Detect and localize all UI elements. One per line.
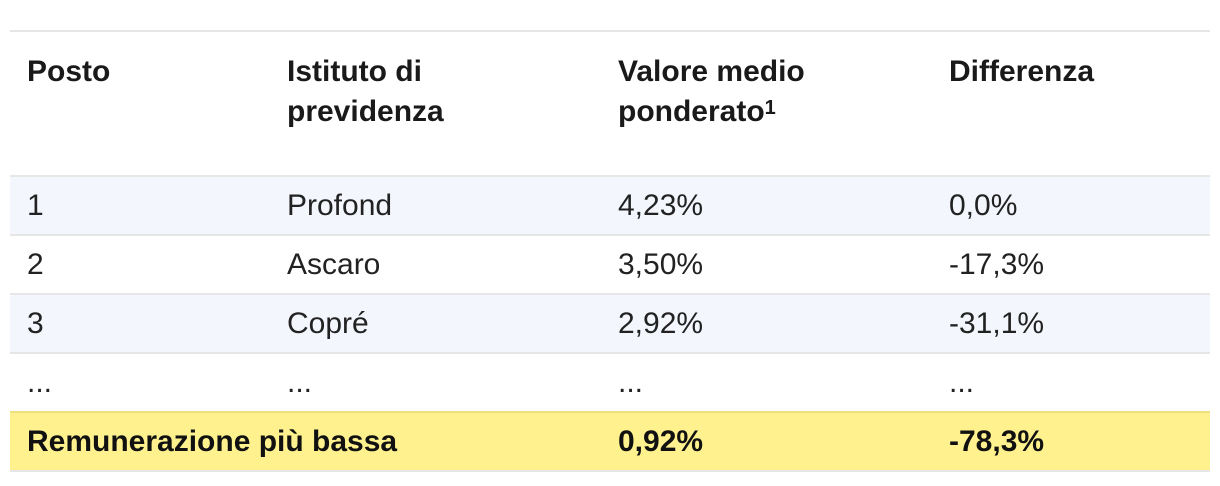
cell-differenza: -31,1% — [949, 306, 1045, 340]
footnote-marker: 1 — [764, 97, 776, 119]
cell-differenza: 0,0% — [949, 188, 1018, 222]
header-istituto: Istituto di previdenza — [287, 55, 444, 128]
cell-istituto: Ascaro — [287, 247, 381, 281]
total-row: Remunerazione più bassa 0,92% -78,3% — [10, 412, 1210, 471]
cell-differenza: -17,3% — [949, 247, 1045, 281]
cell-valore: 4,23% — [618, 188, 704, 222]
cell-istituto: Profond — [287, 188, 393, 222]
cell-posto: 3 — [27, 306, 44, 340]
table-row: ............ — [10, 353, 1210, 412]
cell-differenza: ... — [949, 365, 975, 399]
cell-valore: 2,92% — [618, 306, 704, 340]
header-row: Posto Istituto di previdenza Valore medi… — [10, 31, 1210, 176]
table-row: 1 Profond 4,23% 0,0% — [10, 176, 1210, 235]
total-label: Remunerazione più bassa — [27, 424, 398, 458]
header-posto: Posto — [27, 55, 111, 88]
header-differenza: Differenza — [949, 55, 1095, 88]
cell-posto: ... — [27, 365, 53, 399]
cell-valore: 3,50% — [618, 247, 704, 281]
cell-posto: 1 — [27, 188, 44, 222]
cell-istituto: ... — [287, 365, 313, 399]
cell-posto: 2 — [27, 247, 44, 281]
table-row: 3 Copré 2,92% -31,1% — [10, 294, 1210, 353]
total-value: 0,92% — [618, 424, 704, 458]
table-row: 2 Ascaro 3,50% -17,3% — [10, 235, 1210, 294]
header-valore: Valore medio ponderato1 — [618, 55, 805, 128]
ranking-table: Posto Istituto di previdenza Valore medi… — [10, 30, 1210, 472]
total-difference: -78,3% — [949, 424, 1045, 458]
cell-valore: ... — [618, 365, 644, 399]
cell-istituto: Copré — [287, 306, 369, 340]
